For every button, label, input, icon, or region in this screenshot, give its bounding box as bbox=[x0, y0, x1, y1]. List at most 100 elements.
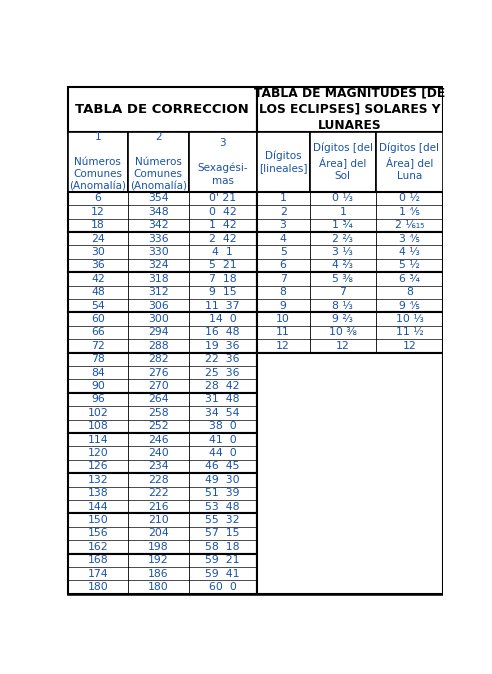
Text: 222: 222 bbox=[148, 488, 169, 498]
Text: 138: 138 bbox=[88, 488, 108, 498]
Text: 36: 36 bbox=[91, 260, 105, 270]
Bar bbox=[376, 131, 443, 192]
Text: 60: 60 bbox=[91, 314, 105, 324]
Text: Dígitos [del
Área] del
Luna: Dígitos [del Área] del Luna bbox=[379, 143, 439, 181]
Text: 246: 246 bbox=[148, 435, 169, 445]
Text: 4 ⅓: 4 ⅓ bbox=[399, 247, 420, 257]
Text: 0' 21: 0' 21 bbox=[209, 193, 236, 204]
Text: 28  42: 28 42 bbox=[206, 381, 240, 391]
Text: 3: 3 bbox=[280, 220, 286, 231]
Text: 49  30: 49 30 bbox=[205, 474, 240, 485]
Text: 5  21: 5 21 bbox=[209, 260, 237, 270]
Text: Dígitos
[lineales]: Dígitos [lineales] bbox=[259, 150, 308, 173]
Bar bbox=[257, 232, 443, 272]
Text: 288: 288 bbox=[148, 341, 169, 351]
Text: 336: 336 bbox=[148, 234, 169, 244]
Text: 252: 252 bbox=[148, 421, 169, 431]
Text: TABLA DE MAGNITUDES [DE
LOS ECLIPSES] SOLARES Y
LUNARES: TABLA DE MAGNITUDES [DE LOS ECLIPSES] SO… bbox=[254, 87, 445, 132]
Text: 78: 78 bbox=[91, 355, 105, 364]
Text: 168: 168 bbox=[88, 555, 108, 565]
Text: 11: 11 bbox=[277, 328, 290, 338]
Bar bbox=[68, 353, 257, 393]
Text: 2  42: 2 42 bbox=[209, 234, 237, 244]
Text: 12: 12 bbox=[402, 341, 416, 351]
Text: Dígitos [del
Área] del
Sol: Dígitos [del Área] del Sol bbox=[313, 143, 373, 181]
Text: 0  42: 0 42 bbox=[209, 207, 237, 217]
Bar bbox=[68, 312, 257, 353]
Text: 6 ¾: 6 ¾ bbox=[399, 274, 420, 284]
Text: 7  18: 7 18 bbox=[209, 274, 237, 284]
Bar bbox=[68, 393, 257, 433]
Bar bbox=[257, 131, 309, 192]
Bar bbox=[68, 473, 257, 514]
Text: 324: 324 bbox=[148, 260, 169, 270]
Text: 180: 180 bbox=[148, 582, 169, 592]
Bar bbox=[257, 272, 443, 312]
Text: 2 ⅔: 2 ⅔ bbox=[333, 234, 353, 244]
Text: 7: 7 bbox=[280, 274, 286, 284]
Text: 4: 4 bbox=[280, 234, 286, 244]
Text: 60  0: 60 0 bbox=[209, 582, 237, 592]
Bar bbox=[68, 87, 257, 131]
Text: 16  48: 16 48 bbox=[206, 328, 240, 338]
Text: 10 ⅜: 10 ⅜ bbox=[329, 328, 357, 338]
Text: 3 ⅓: 3 ⅓ bbox=[333, 247, 353, 257]
Bar bbox=[68, 433, 257, 473]
Text: 312: 312 bbox=[148, 287, 169, 297]
Bar bbox=[257, 192, 443, 232]
Text: 25  36: 25 36 bbox=[206, 367, 240, 377]
Text: 38  0: 38 0 bbox=[209, 421, 237, 431]
Text: 90: 90 bbox=[91, 381, 105, 391]
Text: 0 ½: 0 ½ bbox=[399, 193, 420, 204]
Text: 2: 2 bbox=[280, 207, 286, 217]
Text: 3

Sexagési-
mas: 3 Sexagési- mas bbox=[197, 137, 248, 185]
Text: 318: 318 bbox=[148, 274, 169, 284]
Text: 6: 6 bbox=[280, 260, 286, 270]
Bar bbox=[257, 353, 443, 594]
Text: 12: 12 bbox=[277, 341, 290, 351]
Text: 300: 300 bbox=[148, 314, 169, 324]
Text: 1: 1 bbox=[339, 207, 346, 217]
Text: 270: 270 bbox=[148, 381, 169, 391]
Text: 84: 84 bbox=[91, 367, 105, 377]
Text: 54: 54 bbox=[91, 301, 105, 311]
Text: 204: 204 bbox=[148, 528, 169, 539]
Bar bbox=[68, 131, 128, 192]
Text: 59  41: 59 41 bbox=[206, 569, 240, 578]
Bar bbox=[257, 87, 443, 131]
Text: 34  54: 34 54 bbox=[206, 408, 240, 418]
Text: 12: 12 bbox=[336, 341, 350, 351]
Text: 44  0: 44 0 bbox=[209, 448, 237, 458]
Text: 234: 234 bbox=[148, 462, 169, 471]
Text: 2

Números
Comunes
(Anomalía): 2 Números Comunes (Anomalía) bbox=[130, 132, 187, 191]
Text: 12: 12 bbox=[91, 207, 105, 217]
Text: 19  36: 19 36 bbox=[206, 341, 240, 351]
Text: 59  21: 59 21 bbox=[206, 555, 240, 565]
Text: 96: 96 bbox=[91, 394, 105, 404]
Text: 144: 144 bbox=[88, 501, 108, 512]
Text: 53  48: 53 48 bbox=[206, 501, 240, 512]
Text: 1 ⅘: 1 ⅘ bbox=[399, 207, 420, 217]
Text: 72: 72 bbox=[91, 341, 105, 351]
Text: 8: 8 bbox=[280, 287, 286, 297]
Bar bbox=[68, 553, 257, 594]
Text: 48: 48 bbox=[91, 287, 105, 297]
Text: 162: 162 bbox=[88, 542, 108, 552]
Text: 5: 5 bbox=[280, 247, 286, 257]
Text: 192: 192 bbox=[148, 555, 169, 565]
Text: 330: 330 bbox=[148, 247, 169, 257]
Text: 198: 198 bbox=[148, 542, 169, 552]
Text: 9: 9 bbox=[280, 301, 286, 311]
Text: 4  1: 4 1 bbox=[213, 247, 233, 257]
Text: 114: 114 bbox=[88, 435, 108, 445]
Text: 42: 42 bbox=[91, 274, 105, 284]
Text: 18: 18 bbox=[91, 220, 105, 231]
Text: 8 ⅓: 8 ⅓ bbox=[333, 301, 353, 311]
Text: 1: 1 bbox=[280, 193, 286, 204]
Text: 3 ⅘: 3 ⅘ bbox=[399, 234, 420, 244]
Text: 7: 7 bbox=[339, 287, 346, 297]
Text: 46  45: 46 45 bbox=[206, 462, 240, 471]
Text: 30: 30 bbox=[91, 247, 105, 257]
Text: 264: 264 bbox=[148, 394, 169, 404]
Text: 4 ⅔: 4 ⅔ bbox=[333, 260, 353, 270]
